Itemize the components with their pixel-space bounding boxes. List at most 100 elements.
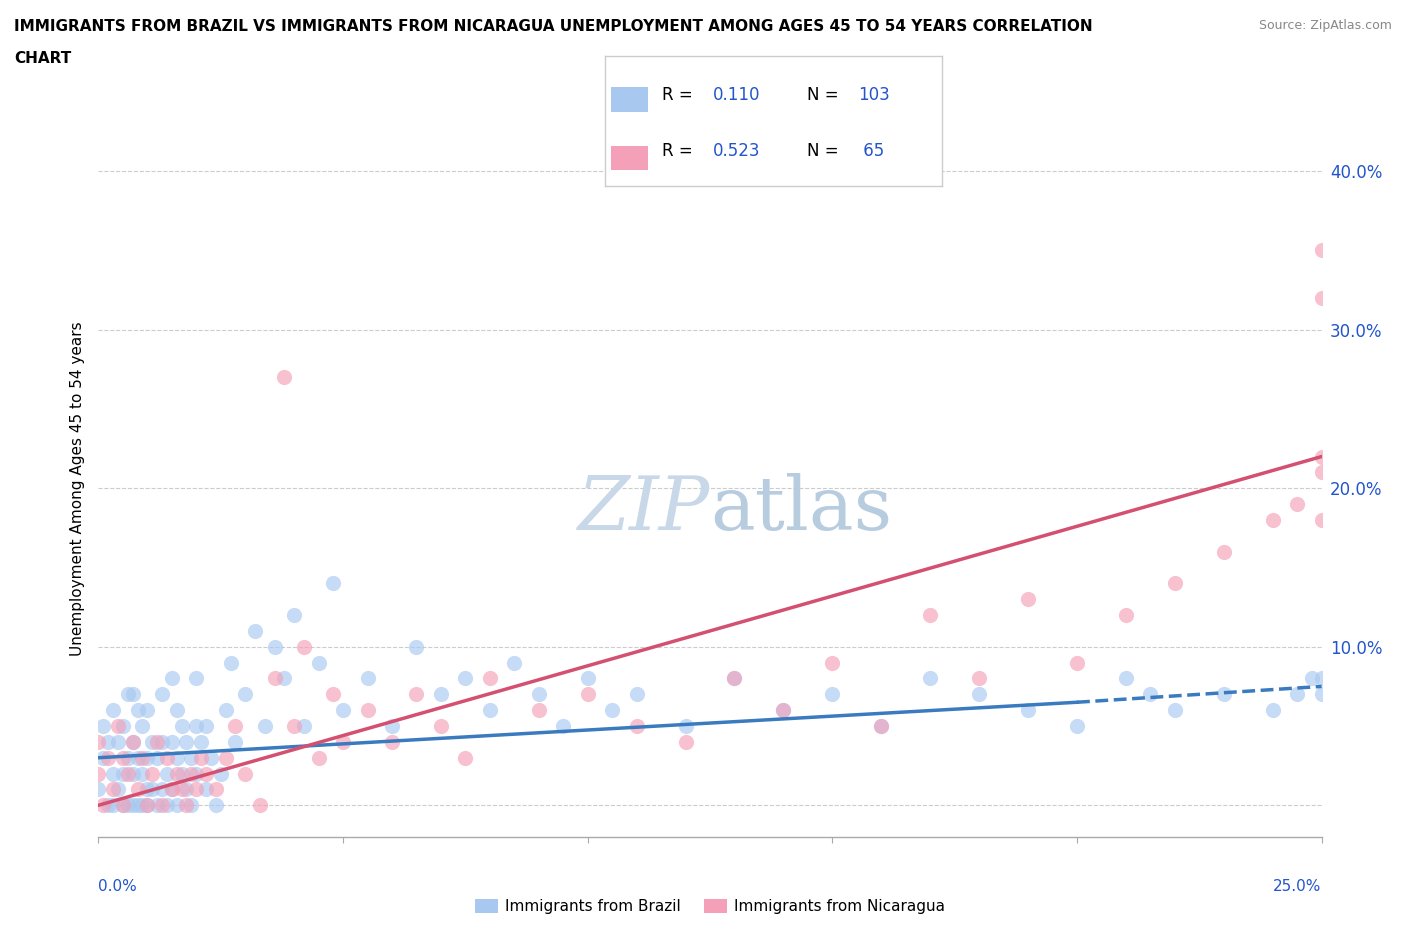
Point bbox=[1212, 544, 1234, 559]
Point bbox=[1310, 449, 1333, 464]
Point bbox=[821, 655, 844, 670]
Point bbox=[166, 798, 188, 813]
Point bbox=[101, 798, 124, 813]
Point bbox=[273, 671, 295, 686]
Y-axis label: Unemployment Among Ages 45 to 54 years: Unemployment Among Ages 45 to 54 years bbox=[69, 321, 84, 656]
Point bbox=[200, 751, 222, 765]
Point bbox=[273, 370, 295, 385]
Point bbox=[146, 751, 169, 765]
Point bbox=[356, 671, 378, 686]
Point bbox=[91, 719, 114, 734]
Text: 0.523: 0.523 bbox=[713, 142, 761, 160]
Text: 25.0%: 25.0% bbox=[1274, 879, 1322, 894]
Point bbox=[527, 687, 550, 702]
Point bbox=[127, 782, 149, 797]
Point bbox=[131, 798, 153, 813]
Point bbox=[454, 751, 477, 765]
Text: N =: N = bbox=[807, 142, 844, 160]
Text: Source: ZipAtlas.com: Source: ZipAtlas.com bbox=[1258, 19, 1392, 32]
Point bbox=[675, 719, 697, 734]
Point bbox=[233, 687, 256, 702]
Point bbox=[111, 751, 134, 765]
Point bbox=[117, 751, 139, 765]
Point bbox=[920, 607, 942, 622]
Point bbox=[107, 719, 129, 734]
Point bbox=[146, 798, 169, 813]
Point bbox=[117, 766, 139, 781]
Point bbox=[170, 766, 193, 781]
Point bbox=[1261, 512, 1284, 527]
Point bbox=[186, 766, 208, 781]
Point bbox=[101, 766, 124, 781]
Point bbox=[224, 719, 246, 734]
Point bbox=[156, 766, 179, 781]
Text: N =: N = bbox=[807, 86, 844, 104]
Point bbox=[97, 751, 120, 765]
Point bbox=[322, 687, 344, 702]
Legend: Immigrants from Brazil, Immigrants from Nicaragua: Immigrants from Brazil, Immigrants from … bbox=[468, 893, 952, 920]
Point bbox=[127, 703, 149, 718]
Point bbox=[150, 735, 173, 750]
Point bbox=[292, 719, 315, 734]
Point bbox=[111, 766, 134, 781]
Point bbox=[224, 735, 246, 750]
Point bbox=[283, 719, 305, 734]
Point bbox=[263, 671, 285, 686]
Point bbox=[146, 735, 169, 750]
Point bbox=[675, 735, 697, 750]
Point bbox=[166, 766, 188, 781]
Point bbox=[190, 735, 212, 750]
Point bbox=[332, 735, 354, 750]
Point bbox=[160, 782, 183, 797]
Point bbox=[870, 719, 893, 734]
Point bbox=[1310, 243, 1333, 258]
FancyBboxPatch shape bbox=[612, 146, 648, 170]
Point bbox=[920, 671, 942, 686]
Point bbox=[1286, 687, 1309, 702]
Point bbox=[101, 782, 124, 797]
Text: R =: R = bbox=[662, 142, 697, 160]
Point bbox=[967, 671, 990, 686]
Text: 0.0%: 0.0% bbox=[98, 879, 138, 894]
Point bbox=[127, 751, 149, 765]
Point bbox=[1066, 719, 1088, 734]
Point bbox=[176, 735, 198, 750]
Point bbox=[527, 703, 550, 718]
Point bbox=[141, 766, 163, 781]
Point bbox=[283, 607, 305, 622]
Point bbox=[170, 719, 193, 734]
Point bbox=[195, 719, 218, 734]
Point bbox=[1310, 687, 1333, 702]
Point bbox=[186, 782, 208, 797]
Point bbox=[356, 703, 378, 718]
Point bbox=[176, 782, 198, 797]
Point bbox=[121, 798, 143, 813]
Point bbox=[111, 719, 134, 734]
Point bbox=[381, 735, 404, 750]
Point bbox=[180, 766, 202, 781]
Point bbox=[121, 735, 143, 750]
Point bbox=[870, 719, 893, 734]
Point bbox=[233, 766, 256, 781]
Point bbox=[150, 798, 173, 813]
Point bbox=[576, 671, 599, 686]
Point bbox=[381, 719, 404, 734]
Text: 0.110: 0.110 bbox=[713, 86, 761, 104]
Point bbox=[141, 782, 163, 797]
Point bbox=[430, 687, 453, 702]
Point bbox=[214, 703, 236, 718]
Point bbox=[107, 782, 129, 797]
Point bbox=[205, 798, 228, 813]
Point bbox=[166, 751, 188, 765]
Point bbox=[136, 782, 159, 797]
Point bbox=[121, 687, 143, 702]
Point bbox=[1017, 591, 1039, 606]
Point bbox=[160, 671, 183, 686]
Point bbox=[1066, 655, 1088, 670]
Point bbox=[967, 687, 990, 702]
Point bbox=[205, 782, 228, 797]
Point bbox=[121, 735, 143, 750]
Point bbox=[1261, 703, 1284, 718]
Point bbox=[723, 671, 745, 686]
Point bbox=[1310, 465, 1333, 480]
